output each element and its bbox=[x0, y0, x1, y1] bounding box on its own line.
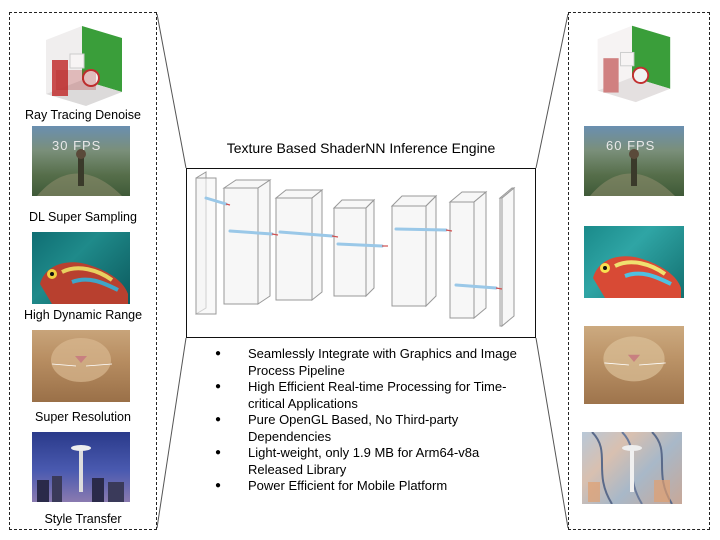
feature-item: Light-weight, only 1.9 MB for Arm64-v8a … bbox=[215, 445, 535, 478]
left-label-dl-super-sampling: DL Super Sampling bbox=[29, 210, 137, 224]
style-transfer-input-image bbox=[32, 432, 130, 502]
super-resolution-output-image bbox=[584, 326, 684, 404]
ray-tracing-output-image bbox=[597, 25, 671, 103]
super-resolution-input-image bbox=[32, 330, 130, 402]
left-label-style-transfer: Style Transfer bbox=[44, 512, 122, 526]
feature-list: Seamlessly Integrate with Graphics and I… bbox=[215, 346, 535, 495]
network-layers-diagram bbox=[195, 171, 516, 328]
dl-super-sampling-output-image: 60 FPS bbox=[584, 126, 684, 196]
fps-30-overlay: 30 FPS bbox=[52, 138, 102, 153]
left-label-super-resolution: Super Resolution bbox=[35, 410, 131, 424]
style-transfer-output-image bbox=[582, 432, 682, 504]
hdr-input-image bbox=[32, 232, 130, 304]
left-label-ray-tracing: Ray Tracing Denoise bbox=[24, 108, 142, 122]
feature-item: High Efficient Real-time Processing for … bbox=[215, 379, 535, 412]
dl-super-sampling-input-image: 30 FPS bbox=[32, 126, 130, 196]
left-label-hdr: High Dynamic Range bbox=[23, 308, 143, 322]
right-output-panel bbox=[568, 12, 710, 530]
feature-item: Seamlessly Integrate with Graphics and I… bbox=[215, 346, 535, 379]
network-diagram-box bbox=[186, 168, 536, 338]
hdr-output-image bbox=[584, 226, 684, 298]
feature-item: Power Efficient for Mobile Platform bbox=[215, 478, 535, 495]
feature-item: Pure OpenGL Based, No Third-party Depend… bbox=[215, 412, 535, 445]
left-input-panel bbox=[9, 12, 157, 530]
fps-60-overlay: 60 FPS bbox=[606, 138, 656, 153]
ray-tracing-input-image bbox=[46, 26, 122, 106]
engine-title: Texture Based ShaderNN Inference Engine bbox=[226, 140, 496, 156]
